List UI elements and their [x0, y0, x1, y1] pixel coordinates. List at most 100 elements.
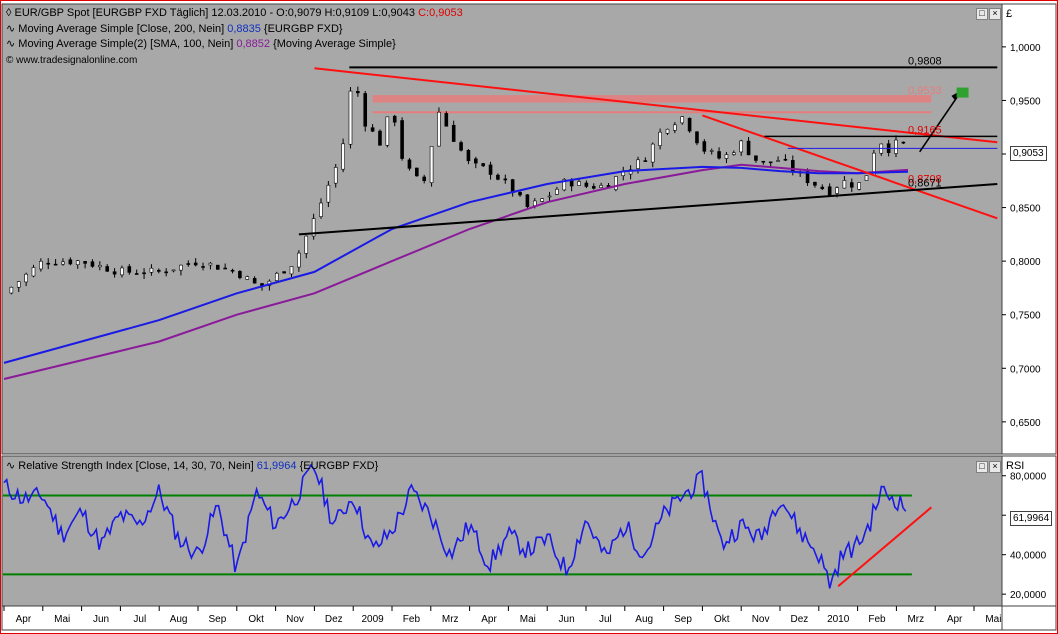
candle-body [16, 281, 21, 288]
restore-panel-button[interactable]: □ [976, 8, 988, 20]
candlestick [813, 181, 817, 188]
ma200-value: 0,8835 [227, 23, 261, 35]
ma100-text: Moving Average Simple(2) [SMA, 100, Nein… [18, 38, 234, 50]
candlestick [120, 265, 124, 278]
main-title-close: C:0,9053 [418, 7, 463, 19]
candle-body [695, 131, 699, 144]
candlestick [179, 264, 183, 276]
rsi-axis-unit: RSI [1006, 460, 1025, 472]
ma200-text: Moving Average Simple [Close, 200, Nein] [18, 23, 225, 35]
candle-body [510, 179, 515, 194]
price-axis-unit: £ [1006, 8, 1013, 20]
candle-body [643, 160, 648, 162]
candlestick [518, 190, 522, 197]
rsi-title-legend: ∿ Relative Strength Index [Close, 14, 30… [6, 460, 378, 473]
candlestick [776, 156, 780, 163]
candlestick [857, 182, 861, 191]
candle-body [783, 158, 788, 161]
candle-body [503, 178, 508, 181]
candle-body [289, 266, 294, 275]
restore-rsi-button[interactable]: □ [976, 461, 988, 473]
candle-body [584, 182, 589, 187]
current-rsi-label: 61,9964 [1010, 511, 1053, 526]
time-axis[interactable] [1, 605, 1003, 631]
candle-body [304, 235, 309, 254]
close-panel-button[interactable]: × [989, 8, 1001, 20]
close-icon: × [992, 461, 998, 471]
time-tick-label: Mai [985, 614, 1001, 625]
candle-body [739, 140, 744, 153]
candlestick [356, 86, 360, 97]
candle-icon: ◊ [6, 7, 12, 19]
candle-body [201, 266, 205, 268]
level-label: 0,9533 [908, 85, 942, 97]
ma100-suffix: {Moving Average Simple} [273, 38, 396, 50]
candle-body [186, 263, 191, 265]
candle-body [370, 127, 375, 132]
candlestick [385, 116, 390, 148]
time-tick-label: 2009 [361, 614, 384, 625]
candle-body [496, 174, 500, 180]
candle-body [179, 264, 183, 271]
candle-body [820, 186, 825, 190]
candlestick [599, 182, 603, 189]
time-tick-label: Jun [559, 614, 575, 625]
candlestick [525, 194, 530, 209]
time-tick-label: Jul [599, 614, 612, 625]
close-rsi-button[interactable]: × [989, 461, 1001, 473]
main-price-axis[interactable] [1001, 3, 1057, 455]
candlestick [348, 87, 353, 149]
candle-body [120, 267, 124, 276]
time-tick-label: Aug [170, 614, 188, 625]
candlestick [215, 264, 220, 270]
candle-body [208, 262, 213, 266]
candlestick [112, 268, 117, 278]
candlestick [783, 154, 788, 162]
candle-body [532, 200, 537, 206]
candle-body [709, 150, 714, 152]
candlestick [24, 272, 28, 287]
rsi-plot-area[interactable] [1, 455, 1003, 607]
candle-body [252, 278, 257, 284]
candle-body [724, 154, 729, 159]
candle-body [894, 139, 898, 154]
level-label: 0,9808 [908, 55, 942, 67]
candle-body [105, 266, 110, 272]
candle-body [746, 140, 751, 156]
time-tick-label: Feb [403, 614, 421, 625]
time-tick-label: Okt [714, 614, 730, 625]
candle-body [134, 273, 139, 275]
main-plot-area[interactable] [1, 3, 1003, 455]
candle-body [333, 167, 338, 184]
candlestick [894, 135, 898, 158]
candlestick [422, 174, 427, 184]
candlestick [326, 181, 331, 208]
candle-body [282, 271, 286, 274]
candlestick [488, 161, 493, 180]
rsi-title-value: 61,9964 [256, 460, 297, 472]
candlestick [687, 117, 692, 133]
candle-body [827, 186, 832, 196]
candlestick [297, 250, 301, 272]
candle-body [687, 117, 692, 132]
time-tick-label: Jun [93, 614, 109, 625]
candle-body [193, 262, 198, 266]
rsi-value-axis[interactable] [1001, 455, 1057, 607]
rsi-title-suffix: {EURGBP FXD} [299, 460, 379, 472]
candle-body [9, 286, 14, 294]
candle-body [319, 202, 323, 217]
candle-body [400, 120, 404, 159]
red-trendline-long [314, 67, 998, 144]
ma100-line [3, 163, 909, 380]
candle-body [356, 91, 360, 94]
candle-body [164, 271, 168, 274]
candlestick [245, 275, 250, 280]
candlestick [201, 262, 205, 271]
level-label: 0,9165 [908, 124, 942, 136]
time-tick-label: Mai [54, 614, 70, 625]
candle-body [223, 267, 227, 270]
candle-body [415, 167, 419, 177]
rsi-line [3, 463, 907, 589]
candle-body [215, 264, 220, 270]
